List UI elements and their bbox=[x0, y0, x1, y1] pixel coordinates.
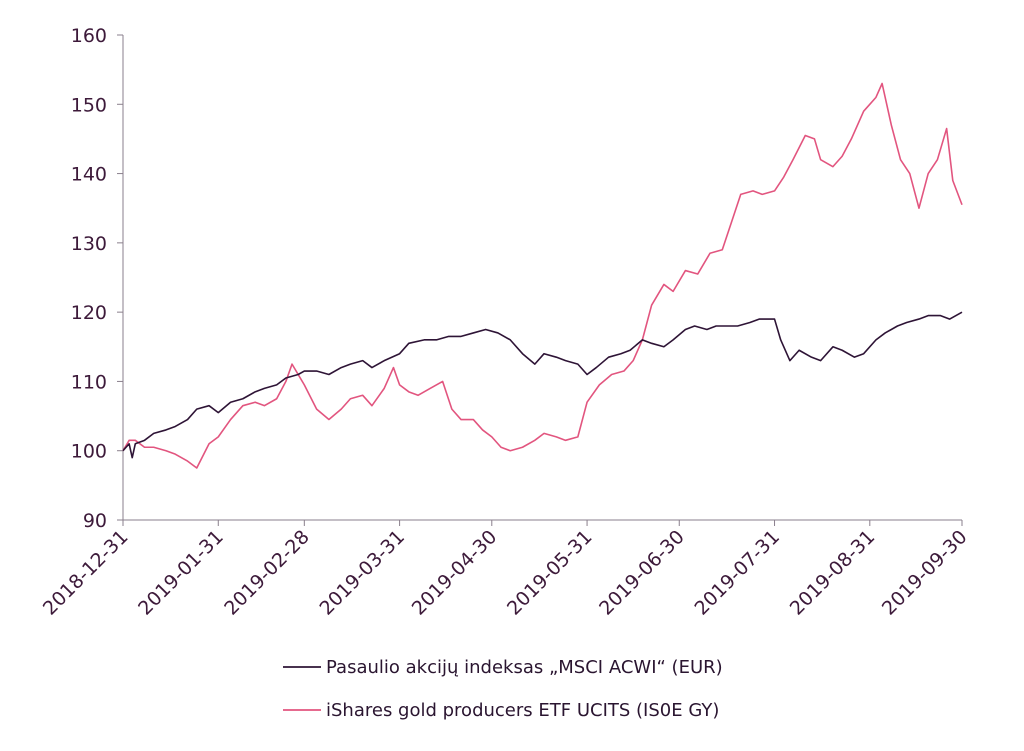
y-tick-label: 90 bbox=[83, 510, 107, 532]
legend: Pasaulio akcijų indeksas „MSCI ACWI“ (EU… bbox=[283, 657, 723, 721]
x-tick-label: 2018-12-31 bbox=[39, 526, 133, 620]
x-tick-label: 2019-08-31 bbox=[786, 526, 880, 620]
y-tick-label: 130 bbox=[71, 233, 107, 255]
y-tick-label: 110 bbox=[71, 371, 107, 393]
y-tick-label: 120 bbox=[71, 302, 107, 324]
series-line-0 bbox=[122, 311, 963, 459]
x-tick-label: 2019-06-30 bbox=[595, 526, 689, 620]
series-layer bbox=[122, 82, 963, 469]
x-tick-label: 2019-09-30 bbox=[878, 526, 972, 620]
legend-label: iShares gold producers ETF UCITS (IS0E G… bbox=[326, 700, 719, 721]
y-tick-label: 100 bbox=[71, 441, 107, 463]
x-tick-label: 2019-03-31 bbox=[315, 526, 409, 620]
x-tick-label: 2019-01-31 bbox=[134, 526, 228, 620]
axes bbox=[122, 35, 962, 521]
x-tick-label: 2019-04-30 bbox=[408, 526, 502, 620]
legend-label: Pasaulio akcijų indeksas „MSCI ACWI“ (EU… bbox=[326, 657, 723, 678]
y-tick-label: 140 bbox=[71, 164, 107, 186]
y-ticks: 90 100 110 120 130 140 150 160 bbox=[71, 25, 123, 532]
x-tick-label: 2019-07-31 bbox=[690, 526, 784, 620]
x-tick-label: 2019-02-28 bbox=[220, 526, 314, 620]
x-tick-label: 2019-05-31 bbox=[503, 526, 597, 620]
y-tick-label: 150 bbox=[71, 94, 107, 116]
series-line-1 bbox=[122, 82, 963, 469]
y-tick-label: 160 bbox=[71, 25, 107, 47]
